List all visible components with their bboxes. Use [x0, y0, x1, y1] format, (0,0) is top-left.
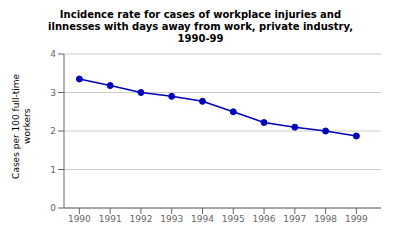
html-text:Cases per 100 full-time: Cases per 100 full-time	[11, 74, 21, 179]
svg-text:1991: 1991	[99, 214, 122, 224]
html-text:ilnnesses with days away from: ilnnesses with days away from work, priv…	[48, 21, 353, 32]
svg-text:1995: 1995	[222, 214, 245, 224]
svg-text:1: 1	[50, 165, 56, 175]
svg-text:1990: 1990	[68, 214, 91, 224]
html-text:1990-99: 1990-99	[177, 33, 224, 44]
html-text:workers: workers	[22, 108, 32, 145]
svg-text:1994: 1994	[191, 214, 214, 224]
svg-text:1992: 1992	[129, 214, 152, 224]
svg-text:0: 0	[50, 203, 56, 213]
svg-text:2: 2	[50, 126, 56, 136]
svg-text:1996: 1996	[253, 214, 276, 224]
svg-text:1998: 1998	[314, 214, 337, 224]
svg-text:1997: 1997	[283, 214, 306, 224]
svg-text:4: 4	[50, 49, 56, 59]
svg-text:3: 3	[50, 88, 56, 98]
svg-text:1993: 1993	[160, 214, 183, 224]
svg-text:1999: 1999	[345, 214, 368, 224]
html-text:Incidence rate for cases of wo: Incidence rate for cases of workplace in…	[59, 9, 342, 20]
